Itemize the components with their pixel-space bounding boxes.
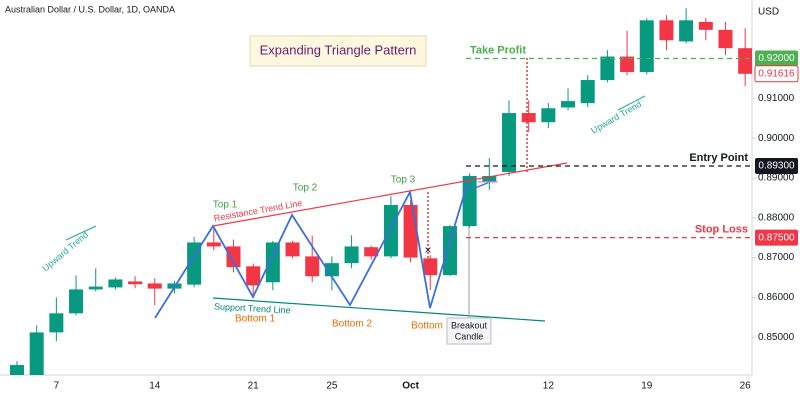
y-tick-label: 0.89000 — [758, 173, 795, 184]
zigzag — [154, 177, 470, 319]
y-tick-label: 0.85000 — [758, 332, 795, 343]
candle-body — [620, 56, 635, 73]
candle-body — [226, 246, 241, 268]
price-box — [755, 50, 798, 67]
annotation: Bottom 2 — [332, 319, 372, 330]
x-tick-label: Oct — [402, 381, 419, 392]
candle-body — [423, 258, 438, 276]
candle-body — [541, 108, 556, 123]
annotation: Support Trend Line — [214, 301, 291, 315]
candle-body — [147, 283, 162, 289]
x-tick-label: 14 — [149, 381, 161, 392]
annotation: Candle — [455, 331, 484, 341]
candle-body — [88, 286, 103, 290]
level-name: Entry Point — [689, 152, 748, 164]
pattern-box — [249, 35, 427, 67]
candle-body — [698, 21, 713, 30]
price-label: 0.92000 — [758, 53, 795, 64]
candle-body — [383, 205, 398, 257]
candle-body — [502, 113, 516, 172]
breakout-box — [446, 317, 492, 345]
x-tick-label: 21 — [248, 381, 260, 392]
annotation: Bottom — [411, 321, 443, 332]
candle-body — [305, 256, 320, 277]
candle-body — [187, 242, 202, 285]
y-tick-label: 0.86000 — [758, 292, 795, 303]
annotation: Upward Trend — [40, 229, 90, 273]
level-name: Stop Loss — [695, 224, 748, 236]
candle-body — [521, 113, 536, 123]
plot — [10, 8, 752, 375]
candle-body — [580, 80, 595, 104]
x-tick-label: 19 — [641, 381, 653, 392]
x-tick-label: 25 — [326, 381, 338, 392]
candle-body — [265, 242, 280, 283]
y-axis-label: USD — [758, 7, 779, 18]
annotation: Top 3 — [391, 175, 416, 186]
annotation: Bottom 1 — [235, 314, 275, 325]
x-tick-label: 7 — [54, 381, 60, 392]
candle-body — [639, 20, 654, 73]
candle-body — [69, 289, 84, 314]
candle-body — [10, 365, 24, 375]
candle-body — [738, 48, 752, 74]
y-tick-label: 0.88000 — [758, 212, 795, 223]
annotation: Top 2 — [293, 183, 318, 194]
y-tick-label: 0.91000 — [758, 93, 795, 104]
candle-body — [561, 101, 576, 108]
pattern-title: Expanding Triangle Pattern — [260, 42, 417, 57]
price-box — [754, 65, 799, 83]
trend-arrow — [617, 95, 646, 111]
candle-body — [462, 175, 477, 227]
candle-body — [482, 175, 497, 182]
candle-body — [29, 332, 44, 375]
x-tick-label: 26 — [740, 381, 752, 392]
candle-body — [718, 29, 733, 49]
x-tick-label: 12 — [543, 381, 555, 392]
annotation: Top 1 — [213, 200, 238, 211]
candle-body — [246, 266, 261, 286]
price-label: 0.87500 — [758, 232, 795, 243]
annotation: × — [424, 243, 431, 257]
price-label: 0.91616 — [758, 68, 795, 79]
chart-title: Australian Dollar / U.S. Dollar, 1D, OAN… — [5, 4, 175, 14]
candle-body — [364, 247, 379, 257]
candle-body — [128, 281, 143, 285]
candle-body — [659, 20, 674, 41]
candle-body — [403, 205, 418, 258]
y-tick-label: 0.90000 — [758, 133, 795, 144]
support-line — [212, 297, 546, 322]
resistance-line — [212, 162, 568, 227]
candle-body — [49, 313, 64, 333]
candle-body — [206, 242, 221, 247]
price-box — [755, 229, 798, 246]
level-name: Take Profit — [470, 44, 526, 56]
annotation: Breakout — [451, 320, 488, 330]
candle-body — [344, 246, 359, 264]
price-box — [755, 158, 798, 175]
price-label: 0.89300 — [758, 161, 795, 172]
trend-arrow — [65, 225, 97, 241]
y-tick-label: 0.87000 — [758, 252, 795, 263]
candle-body — [442, 226, 457, 276]
candle-body — [108, 279, 123, 288]
candle-body — [679, 20, 694, 42]
candle-body — [285, 242, 300, 257]
annotation: Upward Trend — [589, 99, 643, 136]
candle-body — [600, 56, 615, 81]
